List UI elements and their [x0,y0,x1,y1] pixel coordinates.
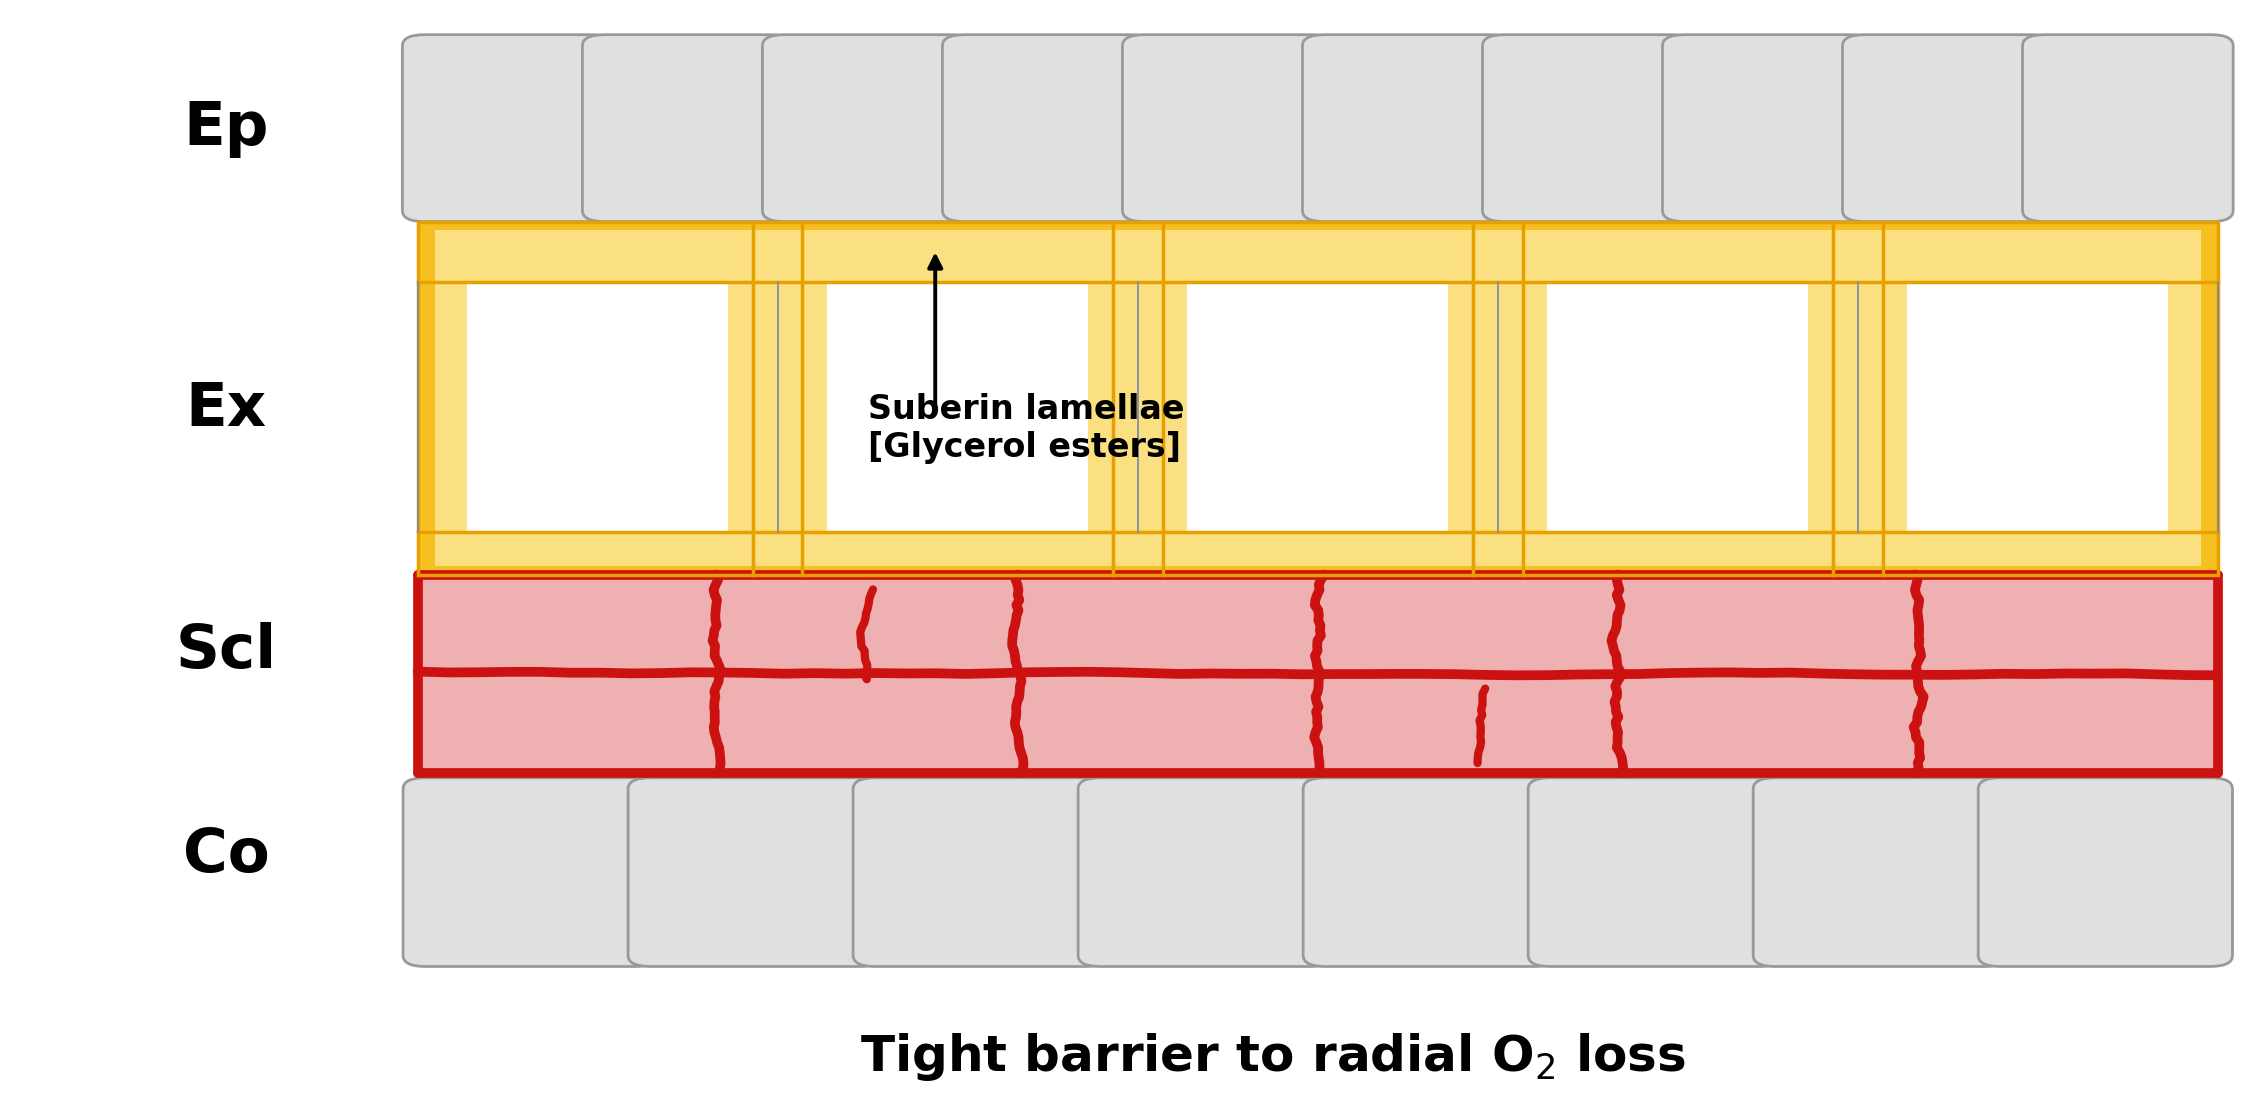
Bar [827,283,1088,533]
Text: Ex: Ex [185,380,266,439]
FancyBboxPatch shape [1302,778,1557,967]
FancyBboxPatch shape [403,34,613,222]
FancyBboxPatch shape [942,34,1154,222]
FancyBboxPatch shape [403,778,658,967]
Text: Scl: Scl [176,622,277,681]
FancyBboxPatch shape [1843,34,2052,222]
FancyBboxPatch shape [1302,34,1514,222]
Bar [417,222,2217,575]
FancyBboxPatch shape [1482,34,1692,222]
FancyBboxPatch shape [1753,778,2007,967]
Bar [466,283,728,533]
FancyBboxPatch shape [581,34,793,222]
FancyBboxPatch shape [1122,34,1334,222]
Bar [1548,283,1809,533]
FancyBboxPatch shape [1528,778,1782,967]
FancyBboxPatch shape [1663,34,1872,222]
FancyBboxPatch shape [854,778,1108,967]
FancyBboxPatch shape [1079,778,1332,967]
Text: Tight barrier to radial O$_2$ loss: Tight barrier to radial O$_2$ loss [861,1031,1685,1083]
Bar [435,230,2201,566]
Bar [417,575,2217,772]
Text: Co: Co [182,827,270,885]
FancyBboxPatch shape [762,34,973,222]
Bar [1187,283,1449,533]
Bar [1908,283,2167,533]
Text: Suberin lamellae
[Glycerol esters]: Suberin lamellae [Glycerol esters] [867,392,1185,464]
Bar [417,222,2217,575]
FancyBboxPatch shape [629,778,883,967]
FancyBboxPatch shape [2023,34,2233,222]
Text: Ep: Ep [185,98,268,158]
FancyBboxPatch shape [1978,778,2233,967]
